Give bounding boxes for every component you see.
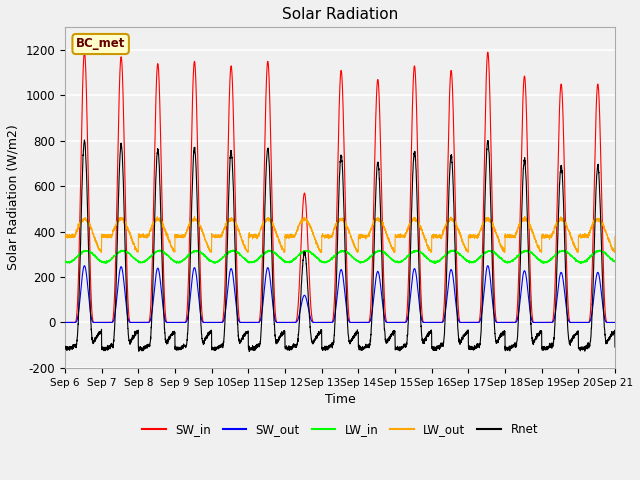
Y-axis label: Solar Radiation (W/m2): Solar Radiation (W/m2) [7, 125, 20, 270]
X-axis label: Time: Time [324, 393, 355, 406]
Legend: SW_in, SW_out, LW_in, LW_out, Rnet: SW_in, SW_out, LW_in, LW_out, Rnet [137, 418, 543, 441]
Text: BC_met: BC_met [76, 37, 125, 50]
Title: Solar Radiation: Solar Radiation [282, 7, 398, 22]
